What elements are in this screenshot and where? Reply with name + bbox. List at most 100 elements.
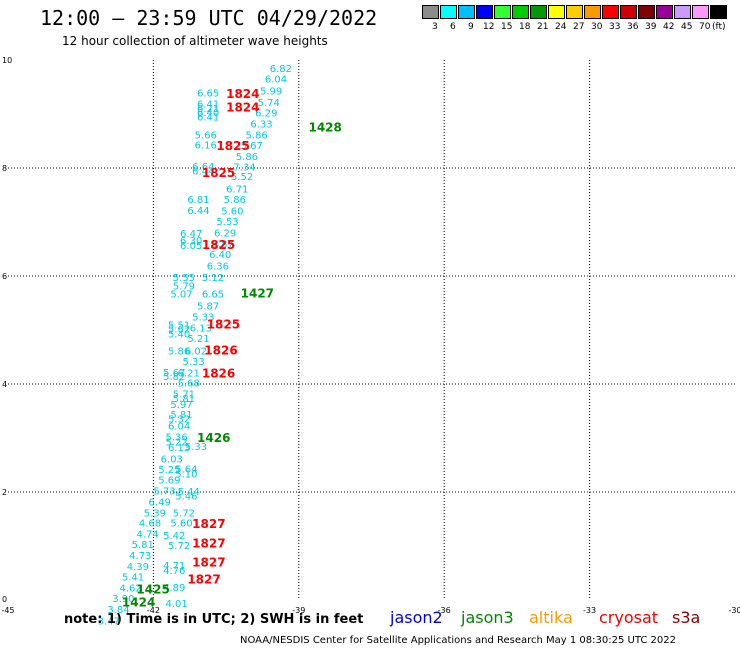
wave-height-value: 6.29	[214, 229, 236, 240]
legend-label: 70	[699, 22, 711, 32]
wave-height-value: 5.66	[195, 130, 217, 141]
wave-height-value: 6.41	[197, 100, 219, 111]
legend-swatch	[620, 5, 637, 19]
lat-lon-grid	[8, 60, 735, 600]
wave-height-value: 5.42	[163, 531, 185, 542]
wave-height-value: 5.81	[170, 410, 192, 421]
wave-height-value: 5.99	[260, 87, 282, 98]
map-subtitle: 12 hour collection of altimeter wave hei…	[62, 34, 328, 48]
legend-swatch	[692, 5, 709, 19]
track-time-label: 1425	[136, 583, 169, 597]
wave-height-value: 4.68	[139, 519, 161, 530]
observation-labels: 6.826.045.996.655.746.416.216.40 6.296.41…	[98, 64, 292, 627]
legend-swatch	[602, 5, 619, 19]
wave-height-value: 5.79	[173, 282, 195, 293]
wave-height-value: 6.65	[202, 290, 224, 301]
legend-label: 24	[555, 22, 567, 32]
legend-swatch	[440, 5, 457, 19]
satellite-name-jason3: jason3	[461, 608, 514, 627]
wave-height-value: 5.32	[168, 414, 190, 425]
wave-height-value: 5.44	[178, 487, 200, 498]
wave-height-value: 6.71	[226, 184, 248, 195]
x-tick-label: -42	[147, 606, 160, 615]
wave-height-value: 4.73	[129, 551, 151, 562]
track-time-label: 1827	[187, 572, 220, 586]
satellite-name-s3a: s3a	[672, 608, 701, 627]
legend-swatch	[566, 5, 583, 19]
satellite-name-altika: altika	[529, 608, 573, 627]
wave-height-value: 6.13	[168, 443, 190, 454]
wave-height-value: 5.36	[166, 433, 188, 444]
wave-height-value: 5.86	[224, 195, 246, 206]
legend-label: 42	[663, 22, 675, 32]
wave-height-value: 5.97	[170, 400, 192, 411]
legend-label: 30	[591, 22, 603, 32]
legend-label: 21	[537, 22, 549, 32]
wave-height-value: 5.25	[158, 465, 180, 476]
track-time-label: 1826	[204, 343, 237, 357]
wave-height-value: 5.71	[173, 390, 195, 401]
legend-label: 36	[627, 22, 639, 32]
wave-height-value: 5.55	[173, 273, 195, 284]
legend-swatch	[458, 5, 475, 19]
wave-height-value: 6.21	[197, 104, 219, 115]
wave-height-value: 6.21	[178, 368, 200, 379]
track-time-label: 1825	[202, 238, 235, 252]
wave-height-value: 6.13	[190, 324, 212, 335]
wave-height-value: 4.76	[163, 566, 185, 577]
wave-height-value: 6.16	[195, 141, 217, 152]
wave-height-value: 5.33	[182, 357, 204, 368]
track-time-label: 1827	[192, 537, 225, 551]
wave-height-value: 5.86	[236, 152, 258, 163]
legend-swatch	[710, 5, 727, 19]
wave-height-value: 6.41	[197, 112, 219, 123]
x-tick-label: -30	[728, 606, 740, 615]
wave-height-value: 5.82	[163, 372, 185, 383]
satellite-name-cryosat: cryosat	[599, 608, 659, 627]
y-tick-label: 2	[2, 488, 7, 497]
x-tick-label: -33	[583, 606, 596, 615]
legend-label: 9	[468, 22, 474, 32]
y-tick-label: 0	[2, 595, 7, 604]
x-tick-label: -36	[438, 606, 451, 615]
legend-swatch	[512, 5, 529, 19]
legend-label: 6	[450, 22, 456, 32]
wave-height-value: 6.65	[197, 89, 219, 100]
wave-height-value: 6.47	[180, 229, 202, 240]
legend-swatch	[548, 5, 565, 19]
wave-height-value: 4.89	[163, 583, 185, 594]
wave-height-value: 5.40	[168, 330, 190, 341]
legend-swatch	[530, 5, 547, 19]
legend-label: 27	[573, 22, 585, 32]
wave-height-value: 5.62	[168, 325, 190, 336]
wave-height-value: 5.81	[132, 540, 154, 551]
wave-height-value: 5.22	[166, 438, 188, 449]
wave-height-value: 4.01	[166, 599, 188, 610]
legend-unit: (ft)	[712, 22, 726, 32]
wave-height-value: 6.02	[185, 346, 207, 357]
wave-height-value: 6.49	[149, 498, 171, 509]
wave-height-value: 6.82	[270, 64, 292, 75]
wave-height-value: 5.46	[175, 492, 197, 503]
wave-height-value: 4.39	[127, 562, 149, 573]
legend-swatch	[476, 5, 493, 19]
wave-height-value: 5.72	[168, 541, 190, 552]
wave-height-value: 6.44	[192, 166, 214, 177]
wave-height-value: 5.69	[158, 475, 180, 486]
legend-label: 3	[432, 22, 438, 32]
track-time-label: 1824	[226, 87, 259, 101]
wave-height-value: 5.51	[168, 320, 190, 331]
legend-label: 33	[609, 22, 621, 32]
wave-height-value: 5.39	[144, 508, 166, 519]
wave-height-value: 5.87	[197, 301, 219, 312]
wave-height-value: 6.36	[207, 262, 229, 273]
legend-label: 39	[645, 22, 657, 32]
track-time-label: 1827	[192, 517, 225, 531]
wave-height-value: 5.64	[175, 465, 197, 476]
legend-label: 12	[483, 22, 495, 32]
wave-height-value: 5.81	[173, 394, 195, 405]
footnote: note: 1) Time is in UTC; 2) SWH is in fe…	[64, 612, 364, 627]
wave-height-value: 7.34	[233, 163, 255, 174]
